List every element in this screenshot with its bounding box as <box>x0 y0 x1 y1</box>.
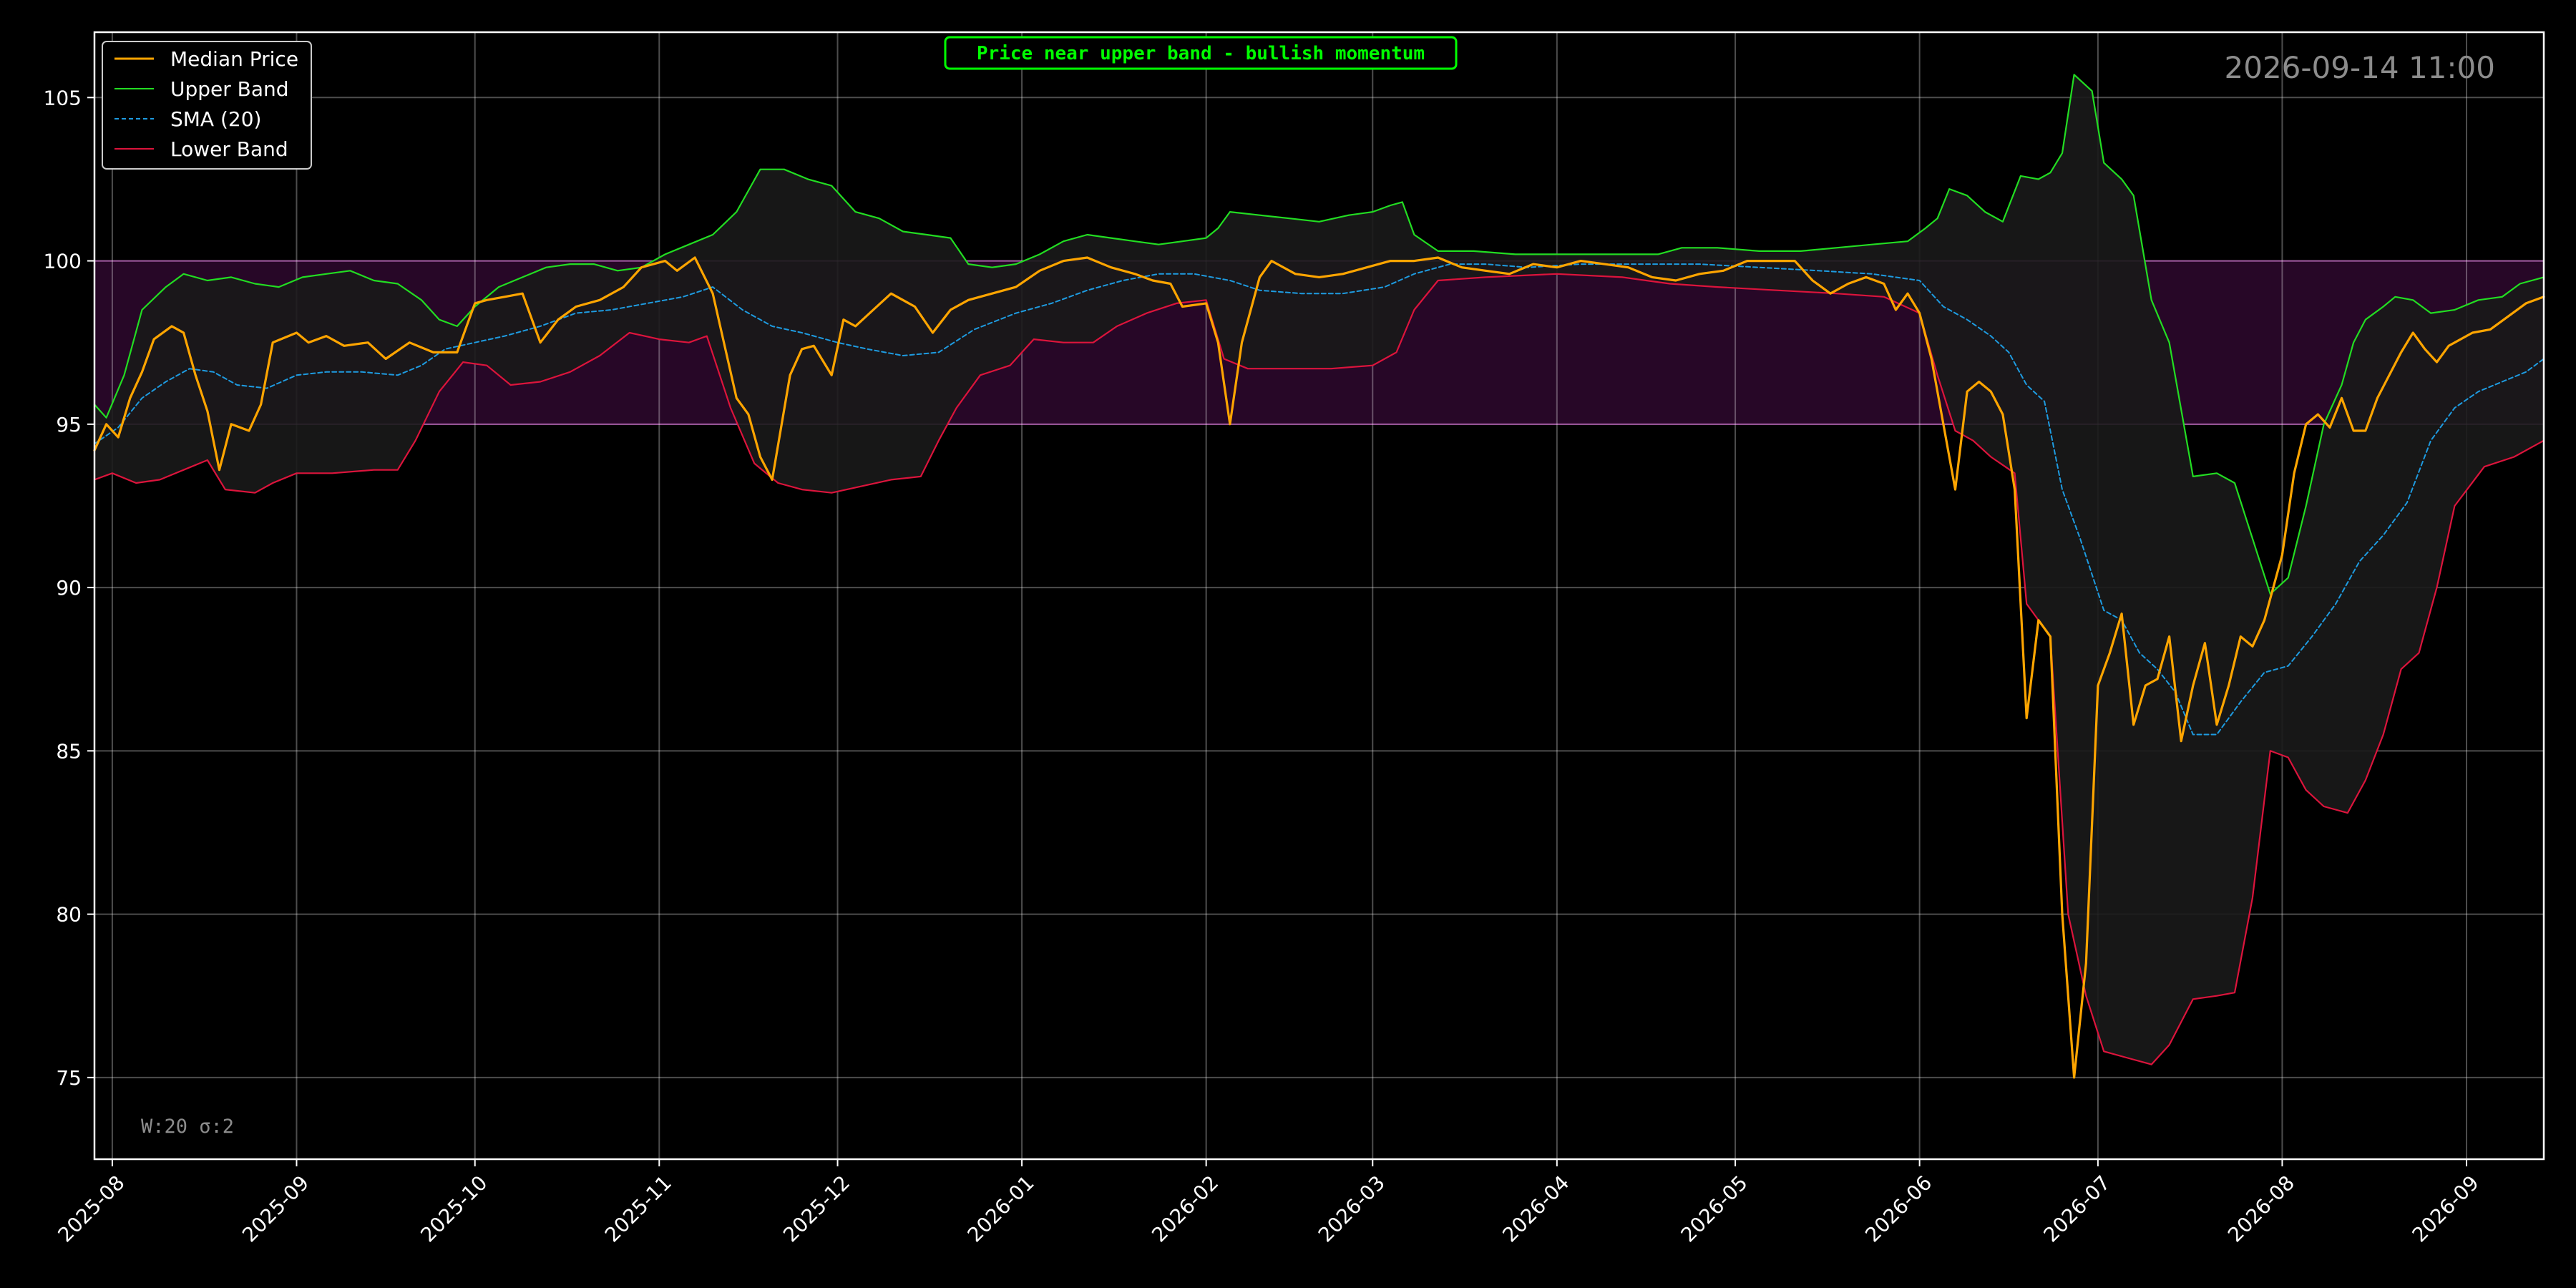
legend-label: Upper Band <box>170 77 289 101</box>
series-lines <box>93 74 2545 1079</box>
legend-label: Lower Band <box>170 137 288 161</box>
y-tick-label: 85 <box>56 739 82 763</box>
legend-items: Median Price Upper Band SMA (20) Lower Band <box>114 47 298 161</box>
y-tick-label: 105 <box>44 86 82 109</box>
series-line-lower-band <box>93 273 2545 1065</box>
y-tick-label: 90 <box>56 576 82 600</box>
series-line-sma-20 <box>94 263 2545 736</box>
plot-area <box>93 31 2545 1161</box>
legend-label: Median Price <box>170 47 298 71</box>
axes-frame <box>93 31 2545 1161</box>
legend-box <box>102 41 312 170</box>
params-label: W:20 σ:2 <box>141 1116 234 1138</box>
annotation: Price near upper band - bullish momentum <box>944 36 1458 70</box>
legend-label: SMA (20) <box>170 107 261 131</box>
annotation-text: Price near upper band - bullish momentum <box>977 43 1425 64</box>
band-fill-area <box>94 74 2544 1065</box>
y-tick-label: 75 <box>56 1066 82 1090</box>
y-tick-label: 80 <box>56 903 82 927</box>
timestamp-label: 2026-09-14 11:00 <box>2225 50 2495 85</box>
legend: Median Price Upper Band SMA (20) Lower Band <box>102 41 312 170</box>
series-line-median-price <box>93 256 2545 1079</box>
y-tick-label: 100 <box>44 250 82 273</box>
y-tick-label: 95 <box>56 413 82 436</box>
annotation-box <box>944 36 1458 70</box>
